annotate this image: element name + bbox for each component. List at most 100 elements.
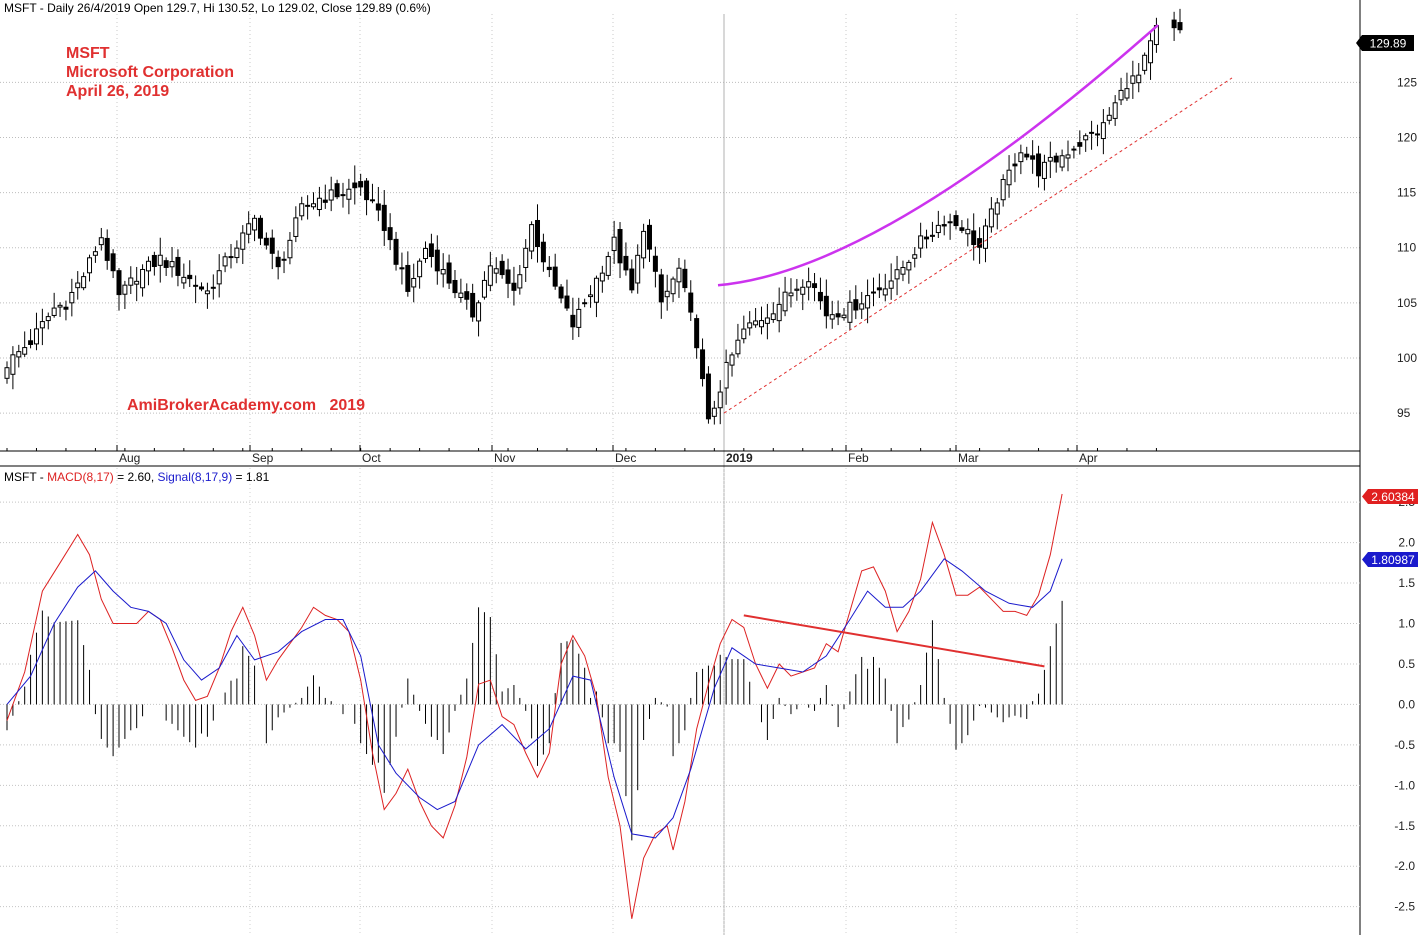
candle xyxy=(747,311,753,336)
candle xyxy=(540,233,546,272)
price-y-tick: 125 xyxy=(1397,75,1417,89)
candle xyxy=(971,213,977,261)
candle xyxy=(128,266,134,295)
candle xyxy=(800,279,806,311)
candle xyxy=(69,278,75,317)
macd-y-tick: 2.0 xyxy=(1398,536,1415,550)
candle xyxy=(358,173,364,196)
candle xyxy=(440,253,446,288)
macd-y-tick: -1.5 xyxy=(1394,819,1415,833)
candle xyxy=(888,263,894,300)
candle xyxy=(334,179,340,200)
macd-y-tick: -1.0 xyxy=(1394,778,1415,792)
candle xyxy=(1041,154,1047,191)
candle xyxy=(228,243,234,269)
candle xyxy=(39,308,45,346)
candle xyxy=(75,271,81,300)
candle xyxy=(1018,144,1024,175)
candle xyxy=(865,279,871,324)
candle xyxy=(1053,152,1059,173)
macd-header-label: MACD(8,17) xyxy=(47,470,114,484)
candle xyxy=(700,338,706,387)
candle xyxy=(193,275,199,304)
macd-y-tick: -2.0 xyxy=(1394,859,1415,873)
candle xyxy=(1047,141,1053,179)
candle xyxy=(776,287,782,333)
candle xyxy=(505,258,511,299)
annotation-date: April 26, 2019 xyxy=(66,83,169,100)
candle xyxy=(841,308,847,321)
candle xyxy=(588,285,594,308)
candle xyxy=(163,257,169,276)
candle xyxy=(140,264,146,297)
candle xyxy=(257,215,263,246)
candle xyxy=(558,284,564,304)
month-tick-label: Aug xyxy=(119,451,140,465)
macd-line xyxy=(6,493,1063,919)
candle xyxy=(151,251,157,276)
candle xyxy=(770,302,776,323)
candle xyxy=(134,266,140,302)
candle xyxy=(599,265,605,293)
candle xyxy=(328,176,334,212)
price-y-tick: 110 xyxy=(1397,241,1416,255)
candle xyxy=(293,206,299,243)
candle xyxy=(1083,133,1089,152)
candle xyxy=(1065,140,1071,172)
macd-value-label: 2.60384 xyxy=(1371,490,1415,504)
price-y-tick: 100 xyxy=(1397,351,1417,365)
candle xyxy=(829,300,835,329)
candle xyxy=(33,312,39,351)
candle xyxy=(322,184,328,209)
candle xyxy=(1106,107,1112,125)
candle xyxy=(682,259,688,293)
candle xyxy=(352,165,358,205)
candle xyxy=(1177,8,1183,34)
candle xyxy=(169,247,175,278)
candle xyxy=(434,235,440,285)
candle xyxy=(458,278,464,303)
candle xyxy=(104,229,110,270)
candle xyxy=(364,178,370,216)
candle xyxy=(717,380,723,425)
candle xyxy=(1024,146,1030,161)
candle xyxy=(375,186,381,222)
price-y-tick: 120 xyxy=(1397,130,1417,144)
candle xyxy=(446,254,452,289)
candle xyxy=(493,257,499,284)
candle xyxy=(570,297,576,340)
candle xyxy=(705,366,711,424)
candle xyxy=(552,253,558,290)
month-tick-label: Sep xyxy=(252,451,274,465)
candle xyxy=(405,251,411,297)
candle xyxy=(428,233,434,268)
candle xyxy=(1142,52,1148,75)
candle xyxy=(222,252,228,273)
signal-value-label: 1.80987 xyxy=(1371,553,1415,567)
candle xyxy=(947,213,953,240)
divergence-line xyxy=(743,614,1045,668)
candle xyxy=(1077,130,1083,155)
candle xyxy=(941,215,947,236)
candle xyxy=(476,300,482,337)
candle xyxy=(988,197,994,233)
candle xyxy=(1124,72,1130,101)
macd-y-tick: 0.0 xyxy=(1398,697,1415,711)
price-header: MSFT - Daily 26/4/2019 Open 129.7, Hi 13… xyxy=(4,1,431,15)
candle xyxy=(546,256,552,278)
candle xyxy=(1118,77,1124,106)
candle xyxy=(517,265,523,295)
candle xyxy=(646,219,652,262)
candle xyxy=(399,252,405,285)
price-y-tick: 105 xyxy=(1397,296,1417,310)
candle xyxy=(741,315,747,344)
candle xyxy=(199,282,205,292)
macd-header-prefix: MSFT - xyxy=(4,470,47,484)
candle xyxy=(234,240,240,264)
candle xyxy=(305,195,311,220)
candle xyxy=(823,279,829,329)
candle xyxy=(393,231,399,271)
candle xyxy=(204,282,210,309)
candle xyxy=(1000,174,1006,207)
